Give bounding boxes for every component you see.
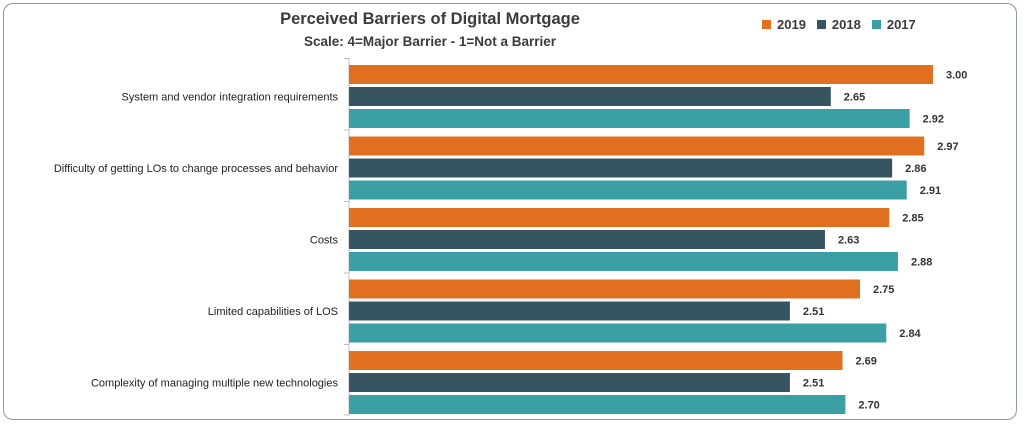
- value-label-2019: 2.85: [902, 213, 923, 225]
- bar-2019: [349, 351, 843, 370]
- legend-swatch-2018: [816, 20, 826, 29]
- value-label-2019: 3.00: [946, 70, 967, 82]
- value-label-2018: 2.63: [838, 235, 859, 247]
- bar-2018: [349, 373, 790, 392]
- legend-label-2019: 2019: [777, 17, 806, 32]
- legend-item-2017: 2017: [871, 17, 916, 32]
- bar-2019: [349, 136, 925, 156]
- bar-2018: [349, 158, 893, 178]
- category-label: Complexity of managing multiple new tech…: [91, 378, 339, 390]
- value-label-2017: 2.70: [858, 400, 879, 412]
- bar-2018: [349, 230, 825, 249]
- value-label-2017: 2.84: [899, 328, 921, 340]
- chart-title: Perceived Barriers of Digital Mortgage: [280, 10, 580, 28]
- bar-2019: [349, 65, 933, 84]
- value-label-2017: 2.91: [920, 185, 941, 197]
- bar-2018: [349, 301, 790, 321]
- chart-legend: 2019 2018 2017: [762, 17, 927, 32]
- bar-2019: [349, 279, 860, 299]
- bar-2017: [349, 252, 898, 271]
- bar-2018: [349, 87, 831, 106]
- category-label: System and vendor integration requiremen…: [122, 92, 339, 104]
- legend-label-2018: 2018: [831, 17, 861, 32]
- legend-item-2019: 2019: [762, 17, 806, 32]
- legend-label-2017: 2017: [886, 17, 916, 32]
- category-label: Limited capabilities of LOS: [208, 306, 338, 318]
- bar-2017: [349, 323, 887, 343]
- value-label-2019: 2.97: [937, 141, 958, 153]
- bar-2017: [349, 109, 910, 128]
- bar-2019: [349, 208, 890, 227]
- value-label-2017: 2.88: [911, 257, 932, 269]
- value-label-2019: 2.75: [873, 284, 894, 296]
- value-label-2019: 2.69: [855, 356, 876, 368]
- value-label-2018: 2.51: [803, 378, 824, 390]
- value-label-2018: 2.65: [844, 92, 865, 104]
- value-label-2017: 2.92: [923, 114, 944, 126]
- bar-2017: [349, 180, 907, 200]
- value-label-2018: 2.86: [905, 163, 926, 175]
- chart-subtitle: Scale: 4=Major Barrier - 1=Not a Barrier: [303, 34, 557, 49]
- category-label: Costs: [310, 235, 339, 247]
- value-label-2018: 2.51: [803, 306, 824, 318]
- category-label: Difficulty of getting LOs to change proc…: [54, 163, 338, 175]
- legend-swatch-2019: [762, 20, 771, 29]
- bar-2017: [349, 395, 846, 414]
- legend-swatch-2017: [871, 20, 881, 29]
- legend-item-2018: 2018: [816, 17, 861, 32]
